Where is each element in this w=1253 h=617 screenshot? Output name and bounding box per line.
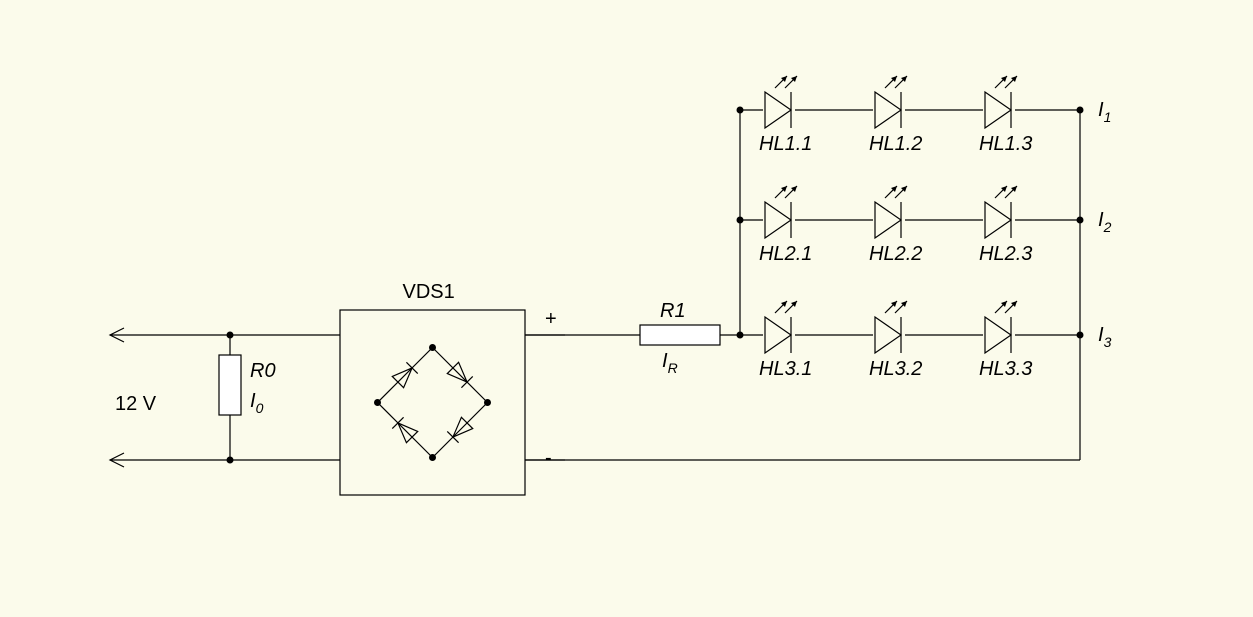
bridge-minus-label: - xyxy=(545,447,552,469)
row1-current-label: I1 xyxy=(1098,99,1111,125)
svg-text:HL1.1: HL1.1 xyxy=(759,133,812,155)
svg-text:HL3.1: HL3.1 xyxy=(759,358,812,380)
row3-current-label: I3 xyxy=(1098,324,1112,350)
svg-text:HL2.2: HL2.2 xyxy=(869,243,922,265)
r0-current-label: I0 xyxy=(250,390,264,416)
svg-text:HL2.1: HL2.1 xyxy=(759,243,812,265)
svg-text:HL3.3: HL3.3 xyxy=(979,358,1032,380)
source-voltage-label: 12 V xyxy=(115,393,157,415)
r0-label: R0 xyxy=(250,360,276,382)
svg-text:HL2.3: HL2.3 xyxy=(979,243,1032,265)
svg-text:HL3.2: HL3.2 xyxy=(869,358,922,380)
r1-current-label: IR xyxy=(662,350,678,376)
bridge-plus-label: + xyxy=(545,308,557,330)
bridge-label: VDS1 xyxy=(403,281,455,303)
circuit-diagram: 12 V R0 I0 VDS1 + - R1 IR HL1.1 HL1.2 HL1.3 I1 HL2.1… xyxy=(0,0,1253,617)
row2-current-label: I2 xyxy=(1098,209,1112,235)
svg-text:HL1.3: HL1.3 xyxy=(979,133,1032,155)
r1-label: R1 xyxy=(660,300,686,322)
svg-text:HL1.2: HL1.2 xyxy=(869,133,922,155)
